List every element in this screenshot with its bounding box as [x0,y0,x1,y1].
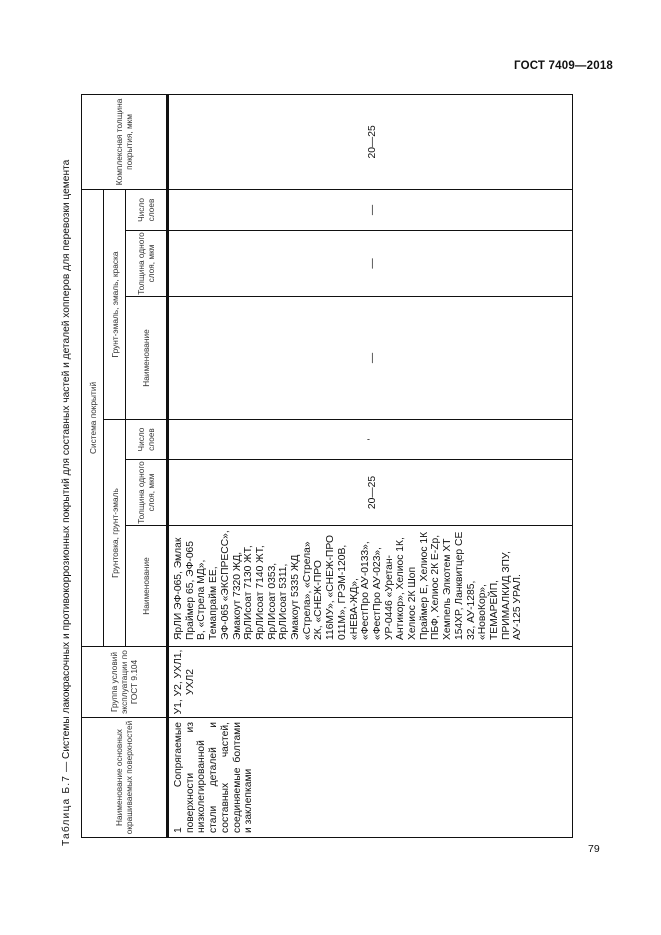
header-enamel-layers: Число слоев [125,189,168,231]
cell-primer-names: ЯрЛИ ЭФ-065, Эмлак Праймер 65, ЭФ-065 В,… [167,525,573,647]
cell-enamel-name: — [167,296,573,420]
header-enamel-group: Грунт-эмаль, эмаль, краска [103,189,126,420]
header-primer-layers: Число слоев [125,419,168,460]
header-primer-thickness: Толщина одного слоя, мкм [125,459,168,526]
table-caption-label: Таблица Б.7 [61,774,72,846]
cell-total: 20—25 [167,94,573,190]
header-primer-group: Грунтовка, грунт-эмаль [103,419,126,647]
cell-primer-layers: ʼ [167,419,573,460]
header-enamel-thickness: Толщина одного слоя, мкм [125,230,168,297]
page-number: 79 [588,843,600,855]
cell-surface: 1 Сопрягаемые поверхности из низколегиро… [167,717,573,838]
header-total: Комплексная толщина покрытия, мкм [81,94,168,190]
coating-systems-table: Наименование основных окрашиваемых повер… [81,94,573,838]
standard-number: ГОСТ 7409—2018 [514,60,614,72]
table-caption: Таблица Б.7 — Системы лакокрасочных и пр… [59,126,75,846]
table-caption-text: — Системы лакокрасочных и противокоррози… [61,159,72,775]
cell-primer-thickness: 20—25 [167,459,573,526]
cell-group: У1, У2, УХЛ1, УХЛ2 [167,646,573,718]
table-row: 1 Сопрягаемые поверхности из низколегиро… [167,94,573,838]
header-enamel-name: Наименование [125,296,168,420]
header-primer-name: Наименование [125,525,168,647]
cell-enamel-layers: — [167,189,573,231]
header-surface: Наименование основных окрашиваемых повер… [81,717,168,838]
rotated-table-container: Наименование основных окрашиваемых повер… [81,94,573,838]
cell-enamel-thickness: — [167,230,573,297]
header-system: Система покрытий [81,189,104,647]
header-group: Группа условий эксплуатации по ГОСТ 9.10… [81,646,168,718]
